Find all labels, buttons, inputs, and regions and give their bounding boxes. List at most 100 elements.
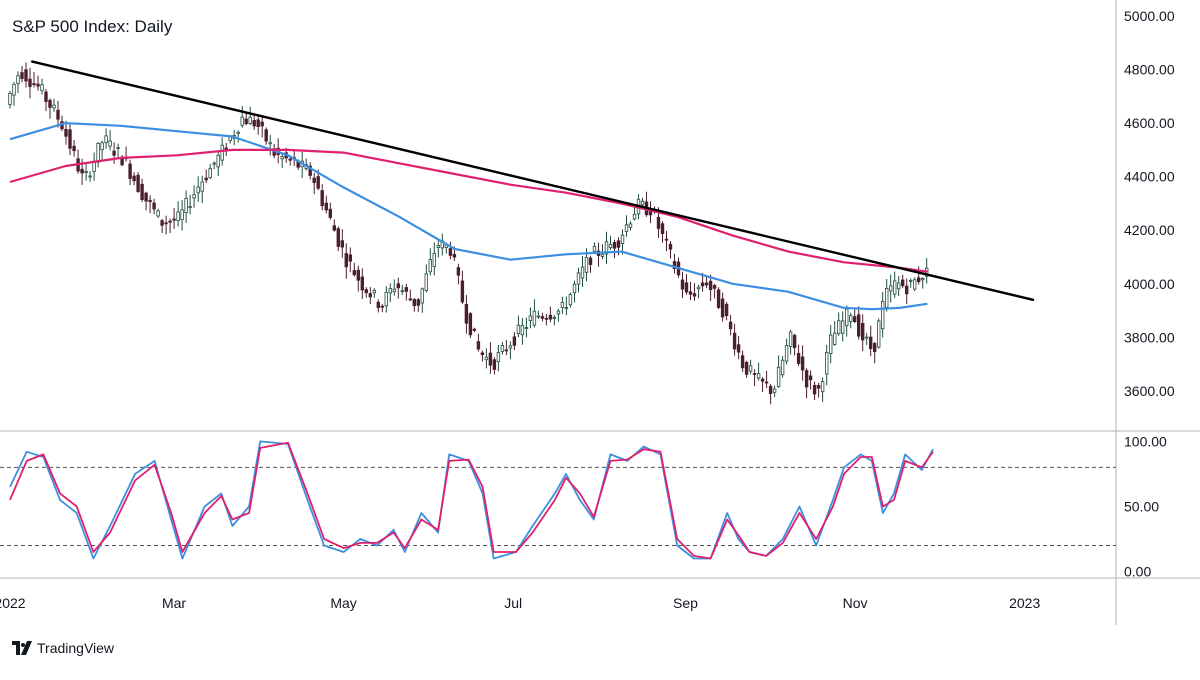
stochastic-tick-label: 100.00 bbox=[1124, 433, 1167, 449]
candle bbox=[897, 276, 901, 296]
candle-body bbox=[612, 241, 617, 249]
candle-body bbox=[260, 121, 264, 127]
candle-body bbox=[364, 289, 368, 294]
time-tick-label: Sep bbox=[673, 595, 698, 611]
candle bbox=[612, 239, 617, 259]
candle-body bbox=[268, 142, 272, 145]
candle bbox=[780, 356, 785, 378]
candle bbox=[732, 323, 737, 356]
candle-body bbox=[837, 320, 841, 334]
candle bbox=[256, 116, 260, 135]
price-tick-label: 4400.00 bbox=[1124, 169, 1175, 185]
candle bbox=[56, 100, 60, 128]
candle-body bbox=[833, 332, 837, 345]
candle bbox=[853, 307, 857, 324]
candle-body bbox=[468, 313, 473, 336]
tradingview-brand[interactable]: TradingView bbox=[12, 640, 114, 656]
candle bbox=[148, 195, 152, 213]
candle-body bbox=[772, 388, 777, 393]
candle-body bbox=[829, 334, 833, 355]
candle bbox=[776, 355, 781, 388]
candle bbox=[420, 287, 424, 313]
candle bbox=[172, 208, 176, 229]
candle-body bbox=[893, 280, 897, 295]
candle-body bbox=[404, 287, 408, 292]
candle-body bbox=[768, 385, 773, 394]
candle-body bbox=[456, 267, 461, 276]
price-tick-label: 3800.00 bbox=[1124, 329, 1175, 345]
candle-body bbox=[460, 280, 465, 303]
candle bbox=[796, 344, 801, 366]
candle-body bbox=[820, 381, 825, 393]
candle-body bbox=[788, 331, 793, 347]
candle-body bbox=[548, 314, 553, 320]
candle bbox=[909, 278, 913, 288]
candle bbox=[248, 106, 252, 126]
candle bbox=[152, 198, 156, 215]
price-pane bbox=[8, 60, 1035, 405]
candle-body bbox=[176, 211, 180, 222]
candle bbox=[752, 369, 757, 387]
candle bbox=[849, 312, 853, 329]
candle-body bbox=[592, 246, 597, 252]
candle-body bbox=[897, 282, 901, 290]
candle bbox=[484, 348, 489, 369]
candle-body bbox=[412, 299, 416, 307]
candle-body bbox=[600, 253, 605, 257]
candle bbox=[756, 362, 761, 381]
candle bbox=[84, 162, 88, 181]
candle bbox=[728, 314, 733, 336]
candle bbox=[552, 315, 557, 326]
candle-body bbox=[504, 349, 509, 352]
candle-body bbox=[580, 266, 585, 279]
brand-name: TradingView bbox=[37, 640, 115, 656]
candle-body bbox=[464, 303, 469, 324]
candle bbox=[740, 350, 745, 372]
candle bbox=[857, 306, 861, 340]
candle bbox=[833, 321, 837, 346]
candle-body bbox=[853, 316, 857, 323]
candle-body bbox=[88, 175, 92, 178]
candle bbox=[744, 360, 749, 378]
candle-body bbox=[877, 320, 881, 348]
candle bbox=[576, 267, 581, 293]
candle bbox=[384, 286, 388, 313]
stochastic-k-line bbox=[9, 440, 934, 560]
candle bbox=[861, 314, 865, 351]
candle bbox=[140, 178, 144, 202]
candle bbox=[376, 299, 380, 313]
candle-body bbox=[132, 175, 136, 182]
candle-body bbox=[24, 69, 28, 82]
candle bbox=[604, 231, 609, 264]
stochastic-tick-label: 0.00 bbox=[1124, 564, 1151, 580]
candle bbox=[408, 289, 412, 302]
candle-body bbox=[708, 280, 713, 291]
candle bbox=[44, 89, 48, 112]
candle bbox=[720, 292, 725, 322]
candle-body bbox=[668, 243, 673, 250]
candle-body bbox=[576, 272, 581, 285]
candle-body bbox=[552, 316, 557, 319]
candle bbox=[332, 219, 336, 232]
candle-body bbox=[112, 150, 116, 156]
candle-body bbox=[172, 218, 176, 221]
candle bbox=[412, 298, 416, 312]
stochastic-pane bbox=[0, 440, 1116, 560]
candle bbox=[764, 370, 769, 389]
candle bbox=[913, 277, 917, 292]
candle-body bbox=[48, 100, 52, 108]
candle-body bbox=[728, 321, 733, 330]
candle bbox=[724, 301, 729, 321]
candle-body bbox=[384, 291, 388, 307]
candle-body bbox=[688, 291, 693, 295]
candle-body bbox=[204, 177, 208, 181]
candle bbox=[288, 156, 292, 166]
candle-body bbox=[572, 283, 577, 294]
candle-body bbox=[344, 253, 348, 268]
trendline[interactable] bbox=[31, 60, 1035, 301]
candle-body bbox=[188, 206, 192, 208]
candle bbox=[760, 377, 765, 392]
candle-body bbox=[100, 142, 104, 151]
candle-body bbox=[756, 373, 761, 379]
